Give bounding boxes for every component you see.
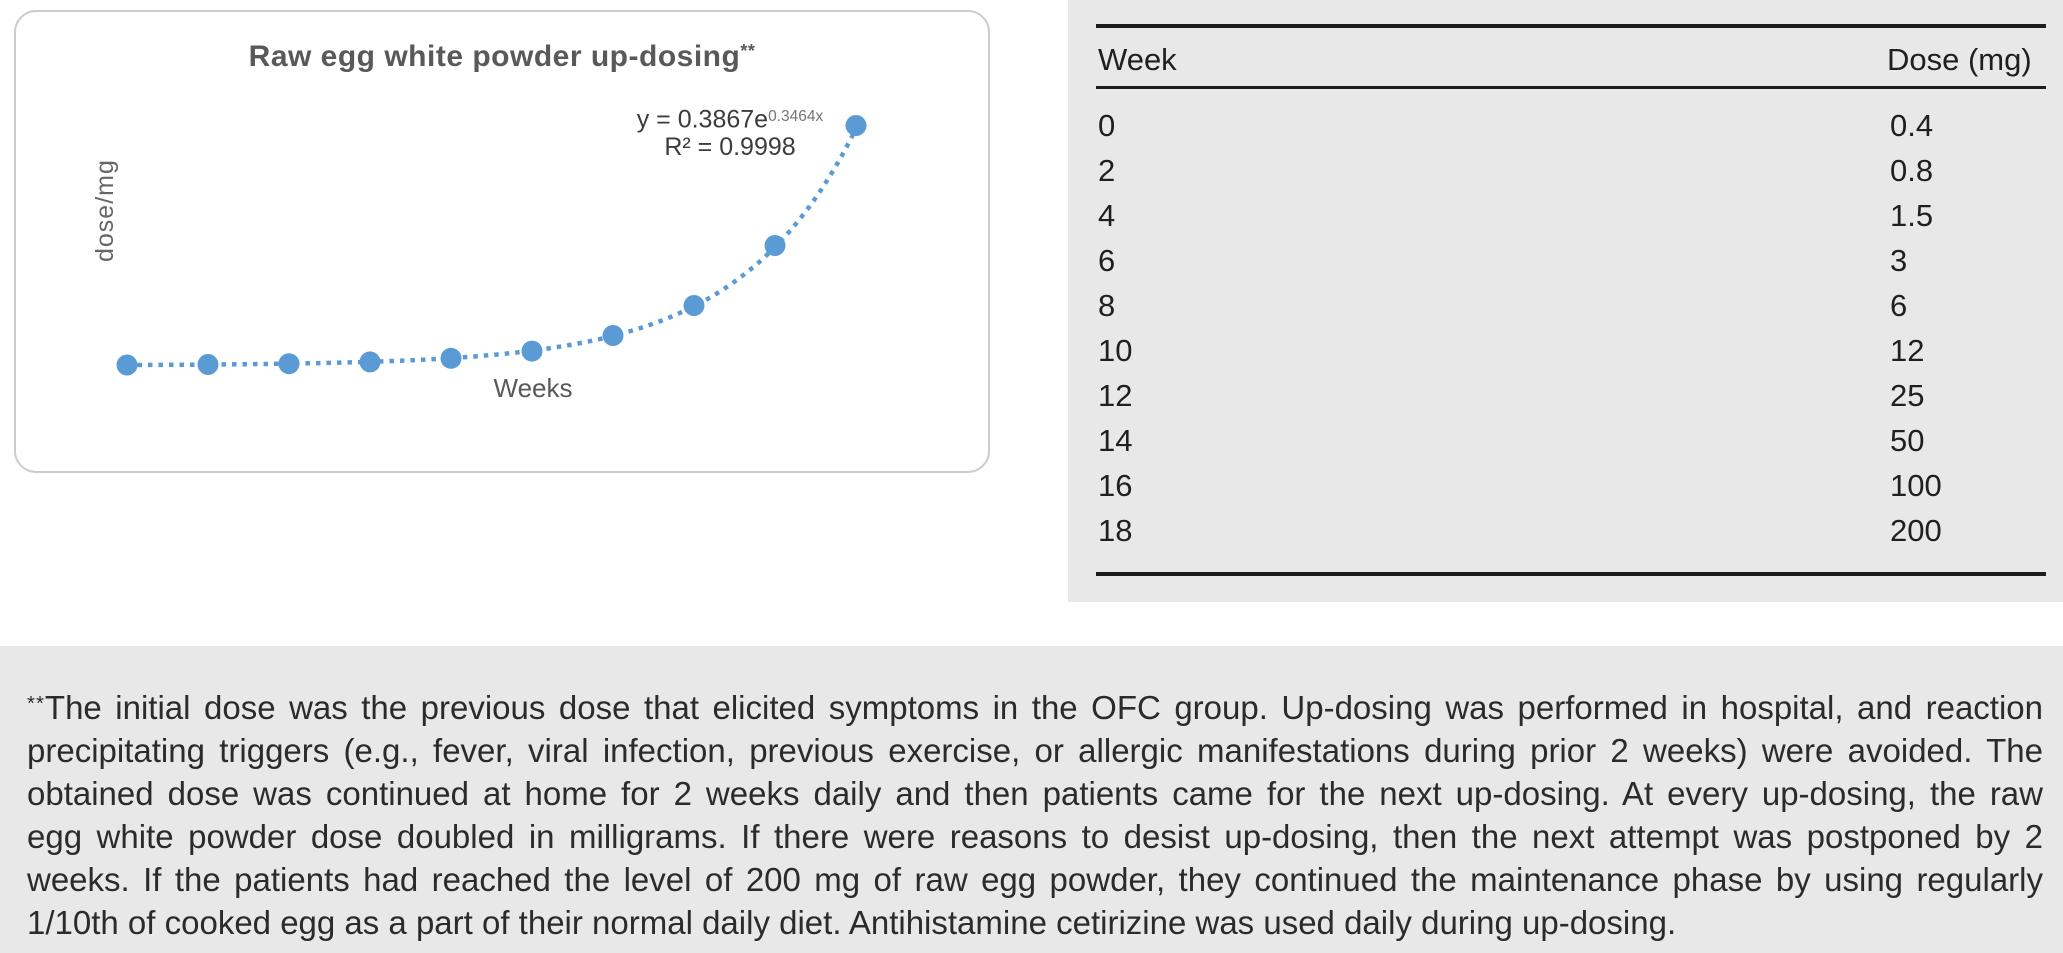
chart-title-text: Raw egg white powder up-dosing [248,40,741,73]
chart-panel: Raw egg white powder up-dosing** y = 0.3… [14,10,990,473]
footnote-line: weeks. If the patients had reached the l… [27,861,2043,899]
table-rule-header [1096,86,2046,89]
r-squared: R² = 0.9998 [664,132,796,161]
data-point [521,340,543,362]
week-cell: 18 [1098,513,1133,548]
data-point [602,325,624,346]
table-row: 18 200 [1096,508,2046,553]
data-point [845,115,867,136]
equation-exponent: 0.3464x [768,108,824,125]
table-rule-bottom [1096,572,2046,576]
x-axis-label: Weeks [493,373,573,403]
footnote-text: **The initial dose was the previous dose… [27,682,2043,944]
week-cell: 2 [1098,153,1116,188]
table-row: 16 100 [1096,463,2046,508]
week-cell: 12 [1098,378,1133,413]
trendline-equation: y = 0.3867e0.3464x R² = 0.9998 [550,103,910,161]
data-point [197,354,219,375]
dose-table-panel: Week Dose (mg) 0 0.4 2 0.8 4 1.5 6 3 8 6 10 12 12 25 1… [1068,0,2063,602]
week-cell: 4 [1098,198,1116,233]
dose-cell: 50 [1890,423,1925,458]
footnote-line-text: The initial dose was the previous dose t… [44,689,2043,727]
week-cell: 8 [1098,288,1116,323]
chart-title-footnote-marker: ** [740,41,756,61]
week-cell: 10 [1098,333,1133,368]
dose-table: Week Dose (mg) 0 0.4 2 0.8 4 1.5 6 3 8 6 10 12 12 25 1… [1096,0,2046,602]
week-cell: 16 [1098,468,1133,503]
y-axis-label: dose/mg [91,159,119,262]
trendline-dotted [127,127,859,368]
table-row: 14 50 [1096,418,2046,463]
table-row: 4 1.5 [1096,193,2046,238]
table-row: 0 0.4 [1096,103,2046,148]
data-point [278,353,300,375]
equation-base: y = 0.3867e [636,105,769,134]
data-point [359,351,381,373]
footnote-line: 1/10th of cooked egg as a part of their … [27,904,1677,942]
footnote-line: egg white powder dose doubled in milligr… [27,818,2043,856]
data-point [116,354,138,376]
dose-cell: 100 [1890,468,1942,503]
dose-cell: 1.5 [1890,198,1934,233]
dose-cell: 0.8 [1890,153,1934,188]
week-cell: 0 [1098,108,1116,143]
data-point [764,235,786,256]
dose-cell: 12 [1890,333,1925,368]
data-point [683,295,705,316]
footnote-block: **The initial dose was the previous dose… [0,646,2063,953]
chart-canvas [116,115,867,376]
footnote-line: precipitating triggers (e.g., fever, vir… [27,732,2043,770]
footnote-line: **The initial dose was the previous dose… [27,682,2043,729]
chart-title: Raw egg white powder up-dosing** [16,40,988,74]
week-cell: 6 [1098,243,1116,278]
table-rule-top [1096,24,2046,28]
column-header-dose: Dose (mg) [1887,42,2032,77]
data-point [440,347,462,369]
dose-cell: 200 [1890,513,1942,548]
footnote-marker: ** [27,692,45,715]
footnote-line: obtained dose was continued at home for … [27,775,2043,813]
table-row: 2 0.8 [1096,148,2046,193]
dose-cell: 0.4 [1890,108,1934,143]
dose-cell: 25 [1890,378,1925,413]
dose-cell: 3 [1890,243,1908,278]
week-cell: 14 [1098,423,1133,458]
table-row: 12 25 [1096,373,2046,418]
equation-line: y = 0.3867e0.3464x [550,103,910,134]
dose-cell: 6 [1890,288,1908,323]
table-row: 10 12 [1096,328,2046,373]
table-body: 0 0.4 2 0.8 4 1.5 6 3 8 6 10 12 12 25 14 50 16 100 18 200 [1096,103,2046,553]
column-header-week: Week [1098,42,1177,77]
